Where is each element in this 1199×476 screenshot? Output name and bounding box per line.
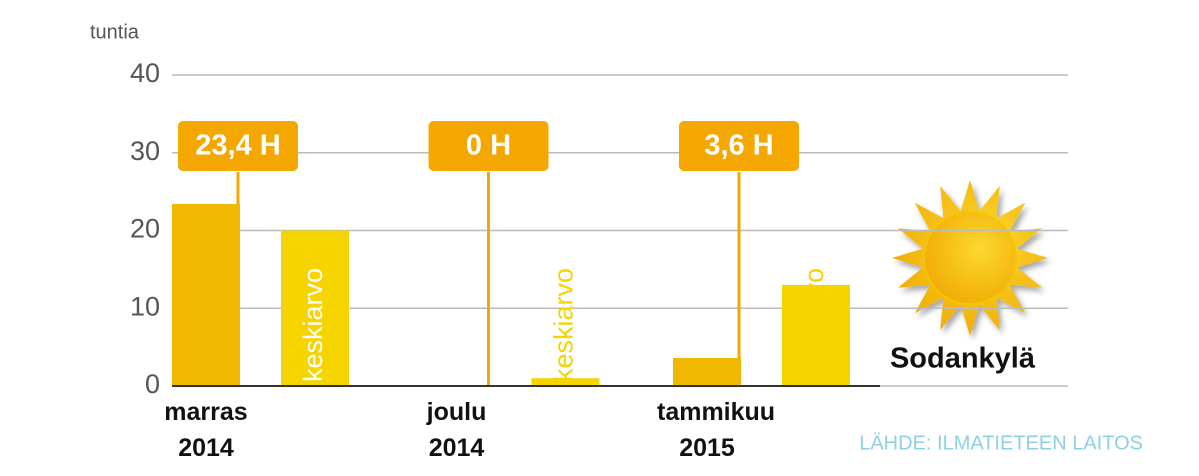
- label-box: [679, 121, 799, 171]
- place-label: Sodankylä: [890, 343, 1036, 375]
- series-label: keskiarvo: [799, 268, 829, 382]
- x-tick-label: joulu 2014: [426, 398, 487, 462]
- y-tick-label: 20: [130, 214, 160, 244]
- value-label: 23,4 H: [195, 130, 280, 162]
- label-box: [428, 121, 549, 171]
- sun-disc: [923, 211, 1017, 305]
- bar: [172, 204, 240, 386]
- label-box: [178, 121, 298, 171]
- series-label: keskiarvo: [298, 268, 328, 382]
- value-label: 0 H: [466, 130, 511, 162]
- x-tick-label: tammikuu 2015: [657, 398, 776, 462]
- y-tick-label: 10: [130, 291, 160, 321]
- value-label: 3,6 H: [704, 130, 773, 162]
- bar: [673, 358, 741, 386]
- bar: [531, 378, 600, 386]
- source: LÄHDE: ILMATIETEEN LAITOS: [859, 432, 1143, 454]
- y-tick-label: 30: [130, 136, 160, 166]
- bar: [782, 284, 850, 386]
- bar: [281, 230, 349, 386]
- y-axis-label: tuntia: [90, 21, 140, 43]
- series-label: keskiarvo: [549, 268, 579, 382]
- x-tick-label: marras 2014: [164, 398, 248, 462]
- sun-icon: [892, 180, 1048, 336]
- y-tick-label: 0: [145, 369, 160, 399]
- y-tick-label: 40: [130, 58, 160, 88]
